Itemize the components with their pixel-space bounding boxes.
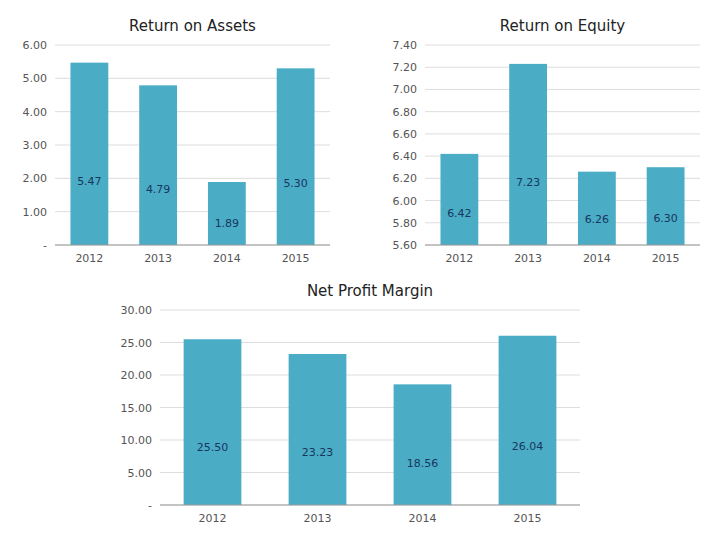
y-tick-label: 6.00 [393,195,418,208]
x-axis-line [160,505,580,506]
y-tick-label: - [43,239,47,252]
x-tick-label: 2012 [75,252,103,265]
x-tick-label: 2013 [144,252,172,265]
y-tick-label: 6.80 [393,106,418,119]
data-label: 26.04 [512,440,544,453]
grid-line [425,67,700,68]
data-label: 6.26 [585,213,610,226]
chart-title: Return on Assets [129,17,256,35]
y-tick-label: 30.00 [121,304,153,317]
bars [70,63,314,245]
y-tick-label: 6.20 [393,172,418,185]
data-label: 4.79 [146,183,171,196]
data-label: 6.42 [447,207,472,220]
y-tick-label: 10.00 [121,434,153,447]
grid-line [425,89,700,90]
data-label: 1.89 [215,217,240,230]
chart-title: Net Profit Margin [307,282,433,300]
bar [394,384,452,505]
x-tick-label: 2013 [514,252,542,265]
x-tick-label: 2015 [652,252,680,265]
bar [289,354,347,505]
bar [184,339,242,505]
y-tick-label: 7.00 [393,83,418,96]
chart-panel: Return on Equity 5.60 5.80 6.00 6.20 6.40 6.60… [393,17,701,265]
y-tick-label: 5.00 [128,467,153,480]
data-label: 25.50 [197,441,229,454]
bar [70,63,108,245]
y-tick-label: 5.60 [393,239,418,252]
grid-line [55,245,330,246]
x-tick-label: 2014 [409,512,437,525]
grid-line [425,45,700,46]
y-tick-label: 5.80 [393,217,418,230]
bars [440,64,684,245]
y-tick-label: 2.00 [23,172,48,185]
chart-figure: Return on Assets - 1.00 2.00 3.00 4.00 5.00 6.0… [0,0,720,540]
x-tick-label: 2012 [445,252,473,265]
bar [499,336,557,505]
grid-line [160,310,580,311]
bar [578,172,616,245]
grid-line [55,45,330,46]
data-label: 7.23 [516,176,541,189]
x-tick-label: 2012 [199,512,227,525]
y-tick-label: 6.40 [393,150,418,163]
y-tick-label: 7.40 [393,39,418,52]
chart-panel: Return on Assets - 1.00 2.00 3.00 4.00 5.00 6.0… [23,17,331,265]
y-tick-label: 25.00 [121,337,153,350]
y-tick-label: 6.60 [393,128,418,141]
bar [139,85,177,245]
chart-panel: Net Profit Margin - 5.00 10.00 15.00 20.00 25.… [121,282,581,525]
x-tick-label: 2013 [304,512,332,525]
x-axis-line [55,245,330,246]
data-label: 23.23 [302,446,334,459]
x-tick-label: 2014 [583,252,611,265]
data-label: 5.47 [77,175,102,188]
data-label: 18.56 [407,457,439,470]
grid-line [160,505,580,506]
bar [277,68,315,245]
y-tick-label: 20.00 [121,369,153,382]
grid-line [425,111,700,112]
data-label: 6.30 [653,212,678,225]
x-tick-label: 2014 [213,252,241,265]
chart-title: Return on Equity [500,17,626,35]
y-tick-label: 7.20 [393,61,418,74]
bar [509,64,547,245]
grid-line [425,245,700,246]
bar [440,154,478,245]
x-axis-line [425,245,700,246]
data-label: 5.30 [283,177,308,190]
y-tick-label: - [148,499,152,512]
y-tick-label: 6.00 [23,39,48,52]
x-tick-label: 2015 [282,252,310,265]
bars [184,336,557,505]
y-tick-label: 15.00 [121,402,153,415]
bar [208,182,246,245]
y-tick-label: 1.00 [23,206,48,219]
bar [647,167,685,245]
y-tick-label: 4.00 [23,106,48,119]
y-tick-label: 5.00 [23,72,48,85]
x-tick-label: 2015 [514,512,542,525]
grid-line [425,133,700,134]
y-tick-label: 3.00 [23,139,48,152]
